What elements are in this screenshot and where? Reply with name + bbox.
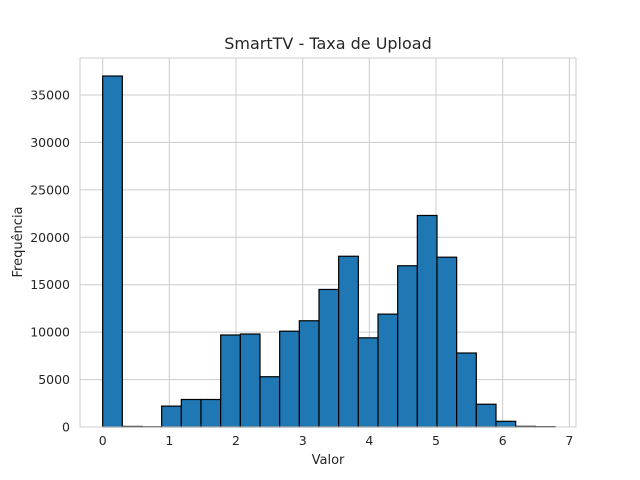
y-tick-label: 20000	[30, 230, 70, 245]
histogram-bar	[161, 405, 182, 428]
histogram-bar	[279, 330, 300, 428]
x-tick-label: 6	[499, 433, 507, 448]
histogram-bar	[298, 320, 320, 428]
y-tick-label: 30000	[30, 135, 70, 150]
x-tick-label: 7	[565, 433, 573, 448]
y-tick-label: 5000	[38, 372, 70, 387]
histogram-bar	[200, 398, 222, 428]
y-tick-label: 35000	[30, 87, 70, 102]
histogram-bar	[377, 313, 399, 428]
histogram-bar	[357, 337, 379, 428]
plot-frame	[79, 57, 577, 428]
histogram-bar	[220, 334, 241, 428]
histogram-bar	[239, 333, 261, 428]
x-tick-label: 2	[232, 433, 240, 448]
y-tick-labels: 0 5000 10000 15000 20000 25000 30000 35000	[30, 87, 70, 434]
histogram-bar	[397, 265, 418, 428]
bars	[102, 75, 556, 428]
x-axis-label: Valor	[312, 453, 345, 468]
histogram-bar	[456, 352, 477, 428]
histogram-bar	[436, 256, 458, 428]
histogram-bar	[495, 420, 517, 428]
histogram-bar	[102, 75, 123, 428]
x-tick-label: 4	[365, 433, 373, 448]
x-tick-label: 5	[432, 433, 440, 448]
y-tick-label: 10000	[30, 325, 70, 340]
histogram-bar	[259, 376, 281, 428]
x-tick-label: 3	[299, 433, 307, 448]
histogram-bar	[318, 288, 340, 428]
x-tick-label: 0	[99, 433, 107, 448]
x-tick-labels: 0 1 2 3 4 5 6 7	[99, 433, 574, 448]
histogram-bar	[416, 214, 438, 428]
chart-title: SmartTV - Taxa de Upload	[224, 34, 432, 53]
histogram-bar	[180, 398, 202, 428]
x-tick-label: 1	[165, 433, 173, 448]
histogram-bar	[475, 403, 497, 428]
y-tick-label: 15000	[30, 277, 70, 292]
histogram-bar	[338, 255, 359, 428]
y-axis-label: Frequência	[11, 206, 26, 277]
y-tick-label: 0	[62, 420, 70, 435]
y-tick-label: 25000	[30, 182, 70, 197]
